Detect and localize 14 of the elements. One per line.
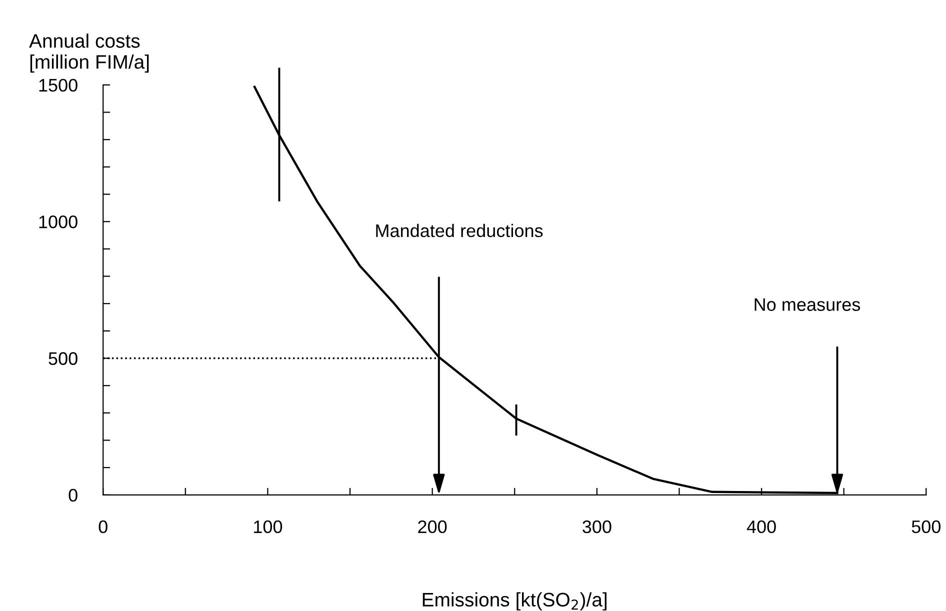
x-tick-label: 500 (912, 520, 940, 534)
x-axis-title: Emissions [kt(SO$_{2}$)/a] (422, 592, 606, 610)
y-tick-label: 1000 (39, 216, 78, 228)
y-tick-label: 1500 (39, 78, 78, 92)
y-tick-label: 500 (48, 352, 78, 365)
annotation: No measures (754, 298, 860, 311)
x-tick-label: 100 (254, 520, 282, 534)
annotation: Mandated reductions (376, 224, 543, 238)
x-tick-label: 300 (582, 520, 612, 534)
x-tick-label: 400 (746, 520, 776, 534)
y-tick-label: 0 (68, 488, 78, 502)
y-axis-title: Annual costs [million FIM/a] (29, 34, 149, 73)
x-tick-label: 0 (98, 520, 108, 534)
x-tick-label: 200 (418, 520, 447, 534)
